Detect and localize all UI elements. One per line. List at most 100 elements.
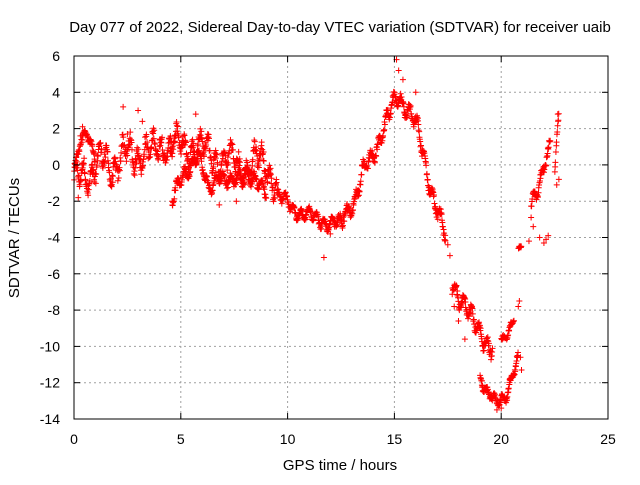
data-point xyxy=(109,179,116,186)
data-point xyxy=(169,198,176,205)
x-tick-label: 10 xyxy=(280,431,296,447)
data-point xyxy=(513,353,520,360)
y-tick-label: -4 xyxy=(48,230,61,246)
data-point xyxy=(104,148,111,155)
data-point xyxy=(456,307,463,314)
data-point xyxy=(208,160,215,167)
data-point xyxy=(339,222,346,229)
data-point xyxy=(547,137,554,144)
data-point xyxy=(455,317,462,324)
x-tick-label: 20 xyxy=(493,431,509,447)
data-point xyxy=(461,294,468,301)
data-point xyxy=(216,201,223,208)
data-point xyxy=(423,162,430,169)
grid xyxy=(74,56,608,419)
data-point xyxy=(229,141,236,148)
data-point xyxy=(505,385,512,392)
data-point xyxy=(201,144,208,151)
data-point xyxy=(349,206,356,213)
data-point xyxy=(397,90,404,97)
data-point xyxy=(182,138,189,145)
data-point xyxy=(225,184,232,191)
data-point xyxy=(120,134,127,141)
data-point xyxy=(512,368,519,375)
y-tick-label: 0 xyxy=(52,157,60,173)
data-point xyxy=(133,159,140,166)
data-point xyxy=(260,148,267,155)
data-point xyxy=(219,168,226,175)
data-point xyxy=(93,171,100,178)
data-point xyxy=(80,160,87,167)
data-point xyxy=(147,151,154,158)
data-point xyxy=(480,347,487,354)
data-point xyxy=(424,176,431,183)
data-point xyxy=(432,203,439,210)
data-point xyxy=(516,298,523,305)
data-point xyxy=(268,175,275,182)
data-point xyxy=(229,146,236,153)
data-point xyxy=(545,232,552,239)
data-point xyxy=(400,100,407,107)
data-point xyxy=(224,154,231,161)
data-point xyxy=(273,179,280,186)
data-point xyxy=(178,144,185,151)
data-point xyxy=(408,110,415,117)
data-point xyxy=(124,131,131,138)
data-point xyxy=(123,158,130,165)
data-point xyxy=(530,223,537,230)
data-point xyxy=(453,282,460,289)
data-point xyxy=(340,214,347,221)
data-point xyxy=(399,76,406,83)
data-point xyxy=(267,172,274,179)
data-point xyxy=(222,172,229,179)
data-point xyxy=(182,139,189,146)
data-point xyxy=(189,136,196,143)
data-point xyxy=(489,345,496,352)
data-point xyxy=(150,135,157,142)
data-point xyxy=(469,310,476,317)
data-point xyxy=(251,138,258,145)
y-tick-label: 6 xyxy=(52,48,60,64)
data-point xyxy=(478,377,485,384)
data-point xyxy=(253,176,260,183)
data-point xyxy=(198,158,205,165)
data-point xyxy=(369,147,376,154)
data-point xyxy=(183,150,190,157)
data-point xyxy=(228,140,235,147)
labels: Day 077 of 2022, Sidereal Day-to-day VTE… xyxy=(6,19,611,474)
data-point xyxy=(418,142,425,149)
data-point xyxy=(79,123,86,130)
data-point xyxy=(97,139,104,146)
data-point xyxy=(320,254,327,261)
data-point xyxy=(415,121,422,128)
data-point xyxy=(387,110,394,117)
data-point xyxy=(181,132,188,139)
data-point xyxy=(175,175,182,182)
data-point xyxy=(115,175,122,182)
y-tick-label: 2 xyxy=(52,121,60,137)
data-point xyxy=(518,243,525,250)
data-point xyxy=(267,171,274,178)
data-point xyxy=(151,140,158,147)
data-point xyxy=(258,139,265,146)
data-point xyxy=(462,298,469,305)
data-point xyxy=(205,135,212,142)
data-point xyxy=(525,238,532,245)
data-point xyxy=(461,336,468,343)
data-point xyxy=(241,173,248,180)
data-point xyxy=(346,205,353,212)
data-point xyxy=(248,183,255,190)
data-point xyxy=(536,234,543,241)
data-point xyxy=(117,157,124,164)
chart-title: Day 077 of 2022, Sidereal Day-to-day VTE… xyxy=(69,19,611,36)
data-point xyxy=(442,237,449,244)
data-point xyxy=(442,232,449,239)
data-point xyxy=(143,131,150,138)
data-point xyxy=(238,179,245,186)
data-point xyxy=(555,176,562,183)
data-point xyxy=(412,89,419,96)
data-point xyxy=(459,300,466,307)
data-point xyxy=(515,349,522,356)
data-point xyxy=(466,309,473,316)
